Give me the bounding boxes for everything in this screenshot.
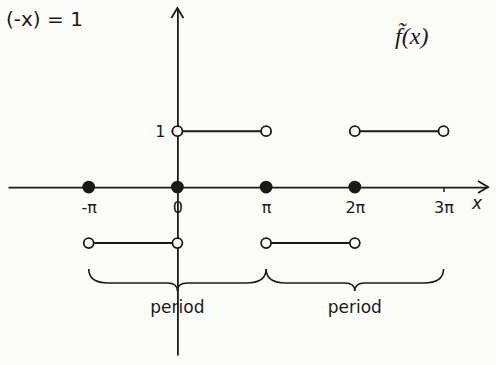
open-point (350, 238, 360, 248)
period-label: period (328, 297, 382, 317)
open-point (84, 238, 94, 248)
period-bracket (89, 269, 266, 291)
x-axis-title: x (471, 193, 483, 213)
open-point (172, 126, 182, 136)
plot-area (83, 126, 448, 248)
y-tick-label: 1 (155, 122, 165, 141)
open-point (261, 238, 271, 248)
period-label: period (150, 297, 204, 317)
open-point (439, 126, 449, 136)
open-point (172, 238, 182, 248)
x-axis: -π0π2π3π (9, 187, 489, 217)
x-tick-label: 2π (345, 198, 365, 217)
filled-point (349, 182, 360, 193)
y-arrow (171, 8, 183, 18)
x-tick: 3π (434, 187, 454, 217)
title: f̃(x) (395, 22, 428, 49)
x-tick-label: -π (82, 198, 98, 217)
note: (-x) = 1 (6, 7, 83, 31)
chart: -π0π2π3π1xf̃(x)(-x) = 1periodperiod (0, 0, 496, 365)
period-bracket (266, 269, 443, 291)
filled-point (172, 182, 183, 193)
x-tick-label: π (262, 198, 272, 217)
x-tick-mark (443, 187, 445, 192)
open-point (261, 126, 271, 136)
segment-line (89, 131, 444, 243)
x-axis-line (9, 187, 489, 189)
open-point (350, 126, 360, 136)
x-arrow (478, 181, 488, 193)
x-tick-label: 3π (434, 198, 454, 217)
filled-point (83, 182, 94, 193)
filled-point (261, 182, 272, 193)
